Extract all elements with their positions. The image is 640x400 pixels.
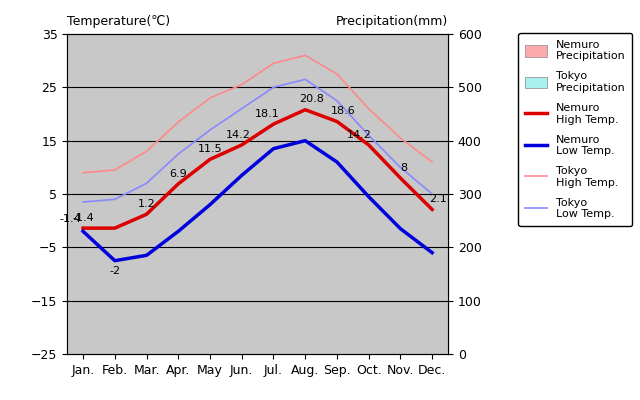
Text: 1.2: 1.2 bbox=[138, 199, 156, 209]
Bar bbox=[356, 287, 369, 354]
Bar bbox=[325, 271, 337, 354]
Text: 18.6: 18.6 bbox=[331, 106, 356, 116]
Bar bbox=[230, 309, 242, 354]
Bar bbox=[210, 281, 222, 354]
Text: -1.4: -1.4 bbox=[60, 214, 81, 224]
Bar bbox=[369, 249, 381, 354]
Bar bbox=[388, 303, 401, 354]
Text: Temperature(℃): Temperature(℃) bbox=[67, 15, 170, 28]
Bar bbox=[134, 325, 147, 354]
Text: 14.2: 14.2 bbox=[226, 130, 251, 140]
Text: 8: 8 bbox=[400, 163, 407, 173]
Bar bbox=[432, 327, 444, 354]
Text: Precipitation(mm): Precipitation(mm) bbox=[336, 15, 448, 28]
Bar bbox=[242, 264, 254, 354]
Bar bbox=[337, 242, 349, 354]
Bar bbox=[179, 288, 190, 354]
Bar bbox=[103, 333, 115, 354]
Bar bbox=[420, 327, 432, 354]
Bar bbox=[198, 311, 210, 354]
Bar bbox=[166, 314, 179, 354]
Bar bbox=[83, 326, 95, 354]
Text: 14.2: 14.2 bbox=[347, 130, 372, 140]
Text: -1.4: -1.4 bbox=[72, 213, 94, 223]
Text: -2: -2 bbox=[109, 266, 120, 276]
Bar bbox=[261, 301, 273, 354]
Bar bbox=[147, 292, 159, 354]
Text: 2.1: 2.1 bbox=[429, 194, 447, 204]
Bar bbox=[115, 324, 127, 354]
Bar bbox=[293, 290, 305, 354]
Text: 20.8: 20.8 bbox=[299, 94, 324, 104]
Legend: Nemuro
Precipitation, Tokyo
Precipitation, Nemuro
High Temp., Nemuro
Low Temp., : Nemuro Precipitation, Tokyo Precipitatio… bbox=[518, 33, 632, 226]
Text: 11.5: 11.5 bbox=[198, 144, 222, 154]
Bar bbox=[273, 272, 285, 354]
Text: 6.9: 6.9 bbox=[170, 168, 187, 178]
Bar bbox=[401, 304, 412, 354]
Bar bbox=[71, 325, 83, 354]
Bar bbox=[305, 264, 317, 354]
Text: 18.1: 18.1 bbox=[255, 109, 280, 119]
